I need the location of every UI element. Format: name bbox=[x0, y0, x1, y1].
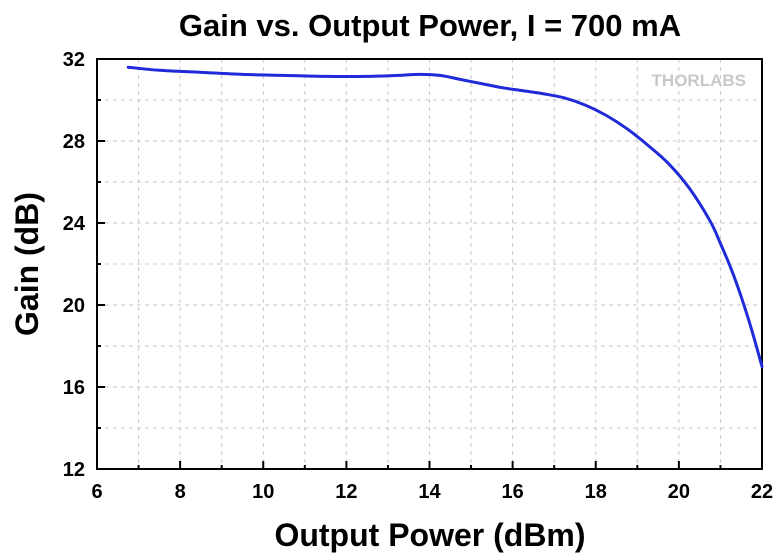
y-tick-label: 28 bbox=[63, 131, 85, 153]
x-tick-label: 10 bbox=[252, 481, 274, 503]
y-tick-label: 12 bbox=[63, 459, 85, 481]
x-tick-label: 6 bbox=[91, 481, 102, 503]
y-tick-label: 32 bbox=[63, 49, 85, 71]
axis-ticks: 6 8 10 12 14 16 18 20 22 12 16 20 24 28 32 bbox=[63, 49, 773, 503]
gridlines bbox=[97, 59, 762, 469]
chart-title: Gain vs. Output Power, I = 700 mA bbox=[179, 8, 681, 43]
series-layer bbox=[126, 65, 764, 368]
thorlabs-watermark: THORLABS bbox=[652, 71, 746, 90]
x-tick-label: 16 bbox=[502, 481, 524, 503]
y-tick-label: 24 bbox=[63, 213, 86, 235]
x-tick-label: 14 bbox=[418, 481, 441, 503]
y-axis-label: Gain (dB) bbox=[9, 192, 45, 336]
x-axis-label: Output Power (dBm) bbox=[274, 517, 585, 553]
x-tick-label: 22 bbox=[751, 481, 773, 503]
gain-series-line bbox=[126, 65, 764, 368]
x-tick-label: 8 bbox=[175, 481, 186, 503]
x-tick-label: 18 bbox=[585, 481, 607, 503]
x-tick-label: 12 bbox=[335, 481, 357, 503]
y-tick-label: 20 bbox=[63, 295, 85, 317]
y-tick-label: 16 bbox=[63, 377, 85, 399]
x-tick-label: 20 bbox=[668, 481, 690, 503]
